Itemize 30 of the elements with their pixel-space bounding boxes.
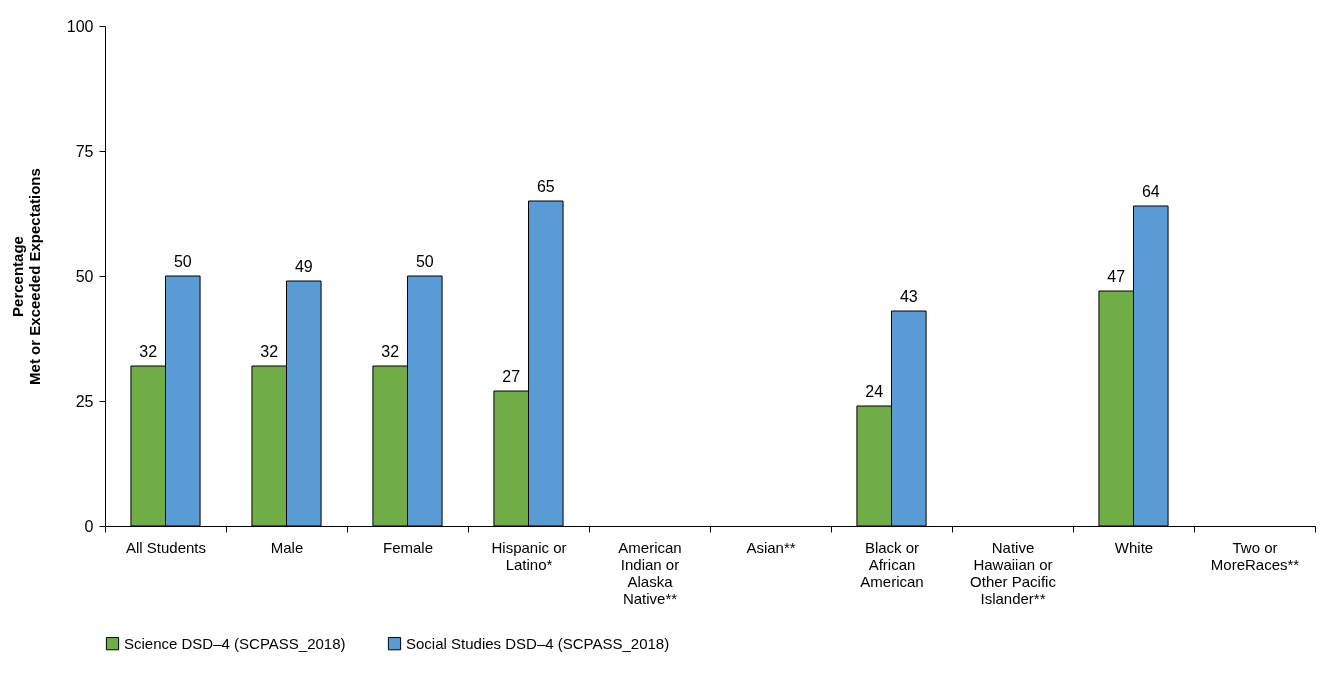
y-tick-label: 50 (75, 267, 94, 285)
data-label: 27 (502, 368, 521, 385)
x-tick-label: Asian** (746, 538, 796, 556)
x-tick-label: Native Hawaiian or Other Pacific Islander** (970, 538, 1057, 607)
data-label: 32 (381, 343, 400, 360)
x-tick-label: Black or African American (860, 538, 924, 590)
data-label: 50 (415, 253, 434, 270)
y-tick-label: 0 (84, 517, 94, 535)
x-tick-label: Hispanic or Latino* (491, 538, 567, 573)
x-tick-label: Female (382, 538, 434, 556)
y-tick-label: 75 (75, 142, 94, 160)
data-label: 32 (139, 343, 158, 360)
data-label: 65 (536, 178, 555, 195)
y-tick-label: 100 (66, 17, 94, 35)
legend-label: Social Studies DSD–4 (SCPASS_2018) (406, 634, 670, 652)
data-label: 49 (294, 258, 313, 275)
data-label: 43 (899, 288, 918, 305)
legend-label: Science DSD–4 (SCPASS_2018) (124, 634, 346, 652)
x-tick-label: White (1114, 538, 1154, 556)
data-label: 32 (260, 343, 279, 360)
data-label: 24 (865, 383, 884, 400)
y-tick-label: 25 (75, 392, 94, 410)
data-label: 47 (1107, 268, 1126, 285)
x-tick-label: Male (270, 538, 304, 556)
x-tick-label: All Students (125, 538, 207, 556)
y-axis-title: Percentage Met or Exceeded Expectations (8, 168, 43, 385)
x-tick-label: Two or MoreRaces** (1210, 538, 1300, 573)
data-label: 50 (173, 253, 192, 270)
data-label: 64 (1141, 183, 1160, 200)
x-tick-label: American Indian or Alaska Native** (618, 538, 682, 607)
